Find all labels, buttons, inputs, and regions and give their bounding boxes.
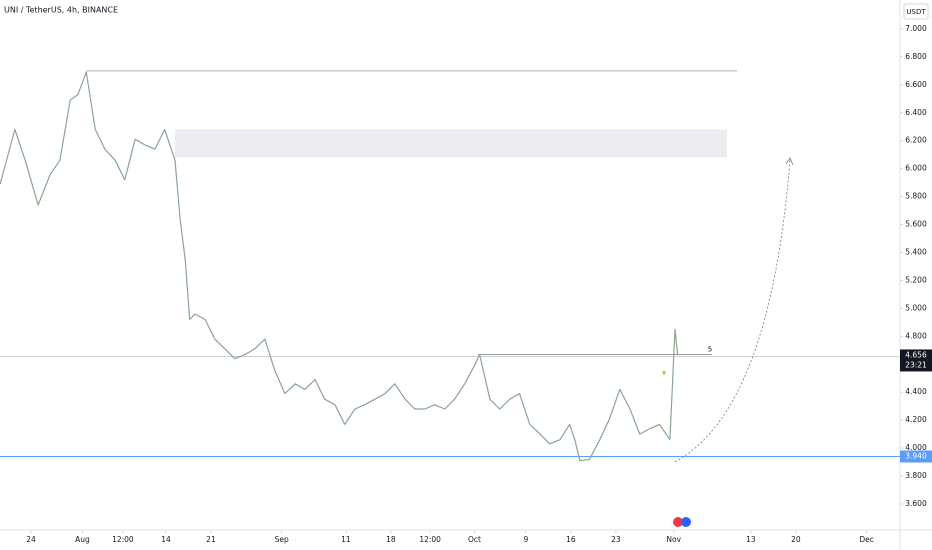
- arrow-head: [785, 157, 794, 166]
- y-tick-label: 3.600: [905, 499, 927, 508]
- y-tick-label: 5.600: [905, 220, 927, 229]
- x-tick-label: Sep: [275, 535, 289, 544]
- y-tick-label: 4.000: [905, 443, 927, 452]
- x-tick-label: Aug: [75, 535, 90, 544]
- x-tick-label: 21: [206, 535, 216, 544]
- y-tick-label: 6.400: [905, 108, 927, 117]
- marker: [662, 371, 666, 376]
- x-tick-label: 14: [161, 535, 171, 544]
- x-tick-label: Oct: [468, 535, 481, 544]
- y-tick-label: 4.400: [905, 387, 927, 396]
- y-tick-label: 5.400: [905, 247, 927, 256]
- y-tick-label: 6.800: [905, 52, 927, 61]
- supply-zone: [175, 129, 727, 158]
- symbol-title: UNI / TetherUS, 4h, BINANCE: [4, 6, 118, 15]
- y-tick-label: 6.000: [905, 164, 927, 173]
- x-tick-label: 20: [791, 535, 801, 544]
- y-tick-label: 4.200: [905, 415, 927, 424]
- currency-label: USDT: [906, 8, 926, 16]
- event-icon[interactable]: [681, 517, 691, 527]
- price-line: [0, 71, 679, 462]
- currency-button[interactable]: [903, 3, 929, 20]
- x-tick-label: 12:00: [419, 535, 441, 544]
- x-tick-label: 18: [386, 535, 396, 544]
- last-price-tag: [900, 349, 932, 372]
- x-tick-label: 16: [566, 535, 576, 544]
- x-tick-label: 11: [341, 535, 351, 544]
- y-tick-label: 5.000: [905, 303, 927, 312]
- x-tick-label: 13: [746, 535, 756, 544]
- x-tick-label: 24: [26, 535, 36, 544]
- x-tick-label: Dec: [859, 535, 874, 544]
- y-tick-label: 5.800: [905, 192, 927, 201]
- y-tick-label: 6.600: [905, 80, 927, 89]
- x-tick-label: 9: [524, 535, 529, 544]
- support-tag: [900, 450, 932, 463]
- x-tick-label: Nov: [666, 535, 681, 544]
- y-tick-label: 6.200: [905, 136, 927, 145]
- x-tick-label: 12:00: [112, 535, 134, 544]
- x-tick-label: 23: [611, 535, 621, 544]
- countdown-label: 23:21: [905, 360, 927, 369]
- level-label: 5: [708, 345, 712, 353]
- last-price-label: 4.656: [905, 350, 927, 359]
- y-tick-label: 3.800: [905, 471, 927, 480]
- y-tick-label: 5.200: [905, 275, 927, 284]
- projection-arrow: [674, 159, 791, 463]
- support-label: 3.940: [905, 452, 927, 461]
- event-icon[interactable]: [673, 517, 683, 527]
- y-tick-label: 4.800: [905, 331, 927, 340]
- y-tick-label: 7.000: [905, 24, 927, 33]
